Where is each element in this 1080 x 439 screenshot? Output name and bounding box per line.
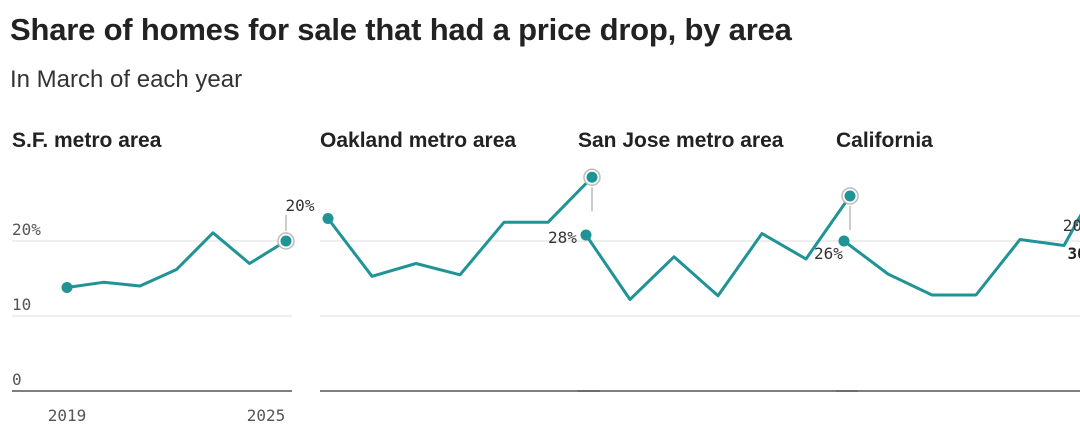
chart-title: Share of homes for sale that had a price…	[10, 12, 792, 47]
start-point-1	[322, 213, 334, 224]
panel-title-2: San Jose metro area	[578, 129, 784, 152]
x-tick-label-start: 2019	[48, 406, 87, 425]
end-point-0	[280, 235, 292, 247]
series-line-0	[65, 231, 288, 289]
end-label-2: 26%	[814, 244, 843, 263]
y-tick-label-20: 20%	[12, 220, 41, 239]
end-label-0: 20%	[286, 196, 315, 215]
y-tick-label-0: 0	[12, 370, 22, 389]
start-point-2	[580, 229, 592, 241]
panel-title-1: Oakland metro area	[320, 129, 516, 152]
start-label-2: 28%	[548, 228, 577, 247]
chart-subtitle: In March of each year	[10, 66, 243, 93]
end-year-label-3: 2025	[1063, 216, 1080, 235]
x-tick-label-end: 2025	[247, 406, 286, 425]
series-line-1	[326, 175, 594, 278]
end-label-3: 30%	[1068, 244, 1080, 263]
series-line-2	[584, 194, 852, 301]
panel-title-0: S.F. metro area	[12, 129, 162, 152]
series-line-3	[842, 213, 1080, 297]
start-point-0	[61, 282, 73, 293]
start-point-3	[838, 235, 850, 247]
end-point-2	[844, 190, 856, 202]
end-point-1	[586, 171, 598, 183]
panel-title-3: California	[836, 129, 933, 152]
y-tick-label-10: 10	[12, 295, 31, 314]
